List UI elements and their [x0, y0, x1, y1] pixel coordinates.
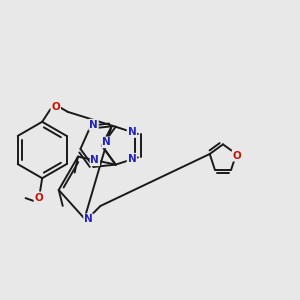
Text: O: O [51, 101, 60, 112]
Text: N: N [128, 127, 136, 137]
Text: N: N [89, 120, 98, 130]
Text: N: N [84, 214, 93, 224]
Text: O: O [34, 193, 43, 203]
Text: N: N [102, 137, 111, 147]
Text: N: N [128, 154, 136, 164]
Text: N: N [91, 155, 99, 165]
Text: O: O [232, 151, 241, 160]
